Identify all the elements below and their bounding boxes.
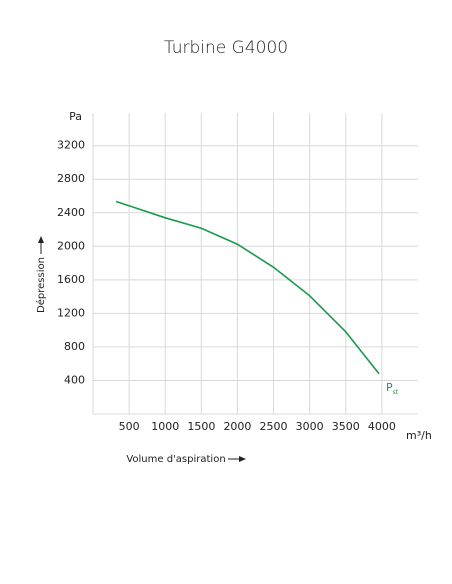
x-tick-label: 1500	[187, 420, 215, 433]
y-tick-label: 2400	[57, 206, 85, 219]
y-tick-label: 800	[64, 340, 85, 353]
y-tick-label: 3200	[57, 139, 85, 152]
y-tick-label: 2000	[57, 239, 85, 252]
y-tick-label: 2800	[57, 172, 85, 185]
x-tick-label: 2500	[260, 420, 288, 433]
chart-title: Turbine G4000	[164, 38, 288, 58]
series-line	[115, 200, 380, 375]
x-tick-label: 2000	[223, 420, 251, 433]
series-name-subscript: st	[393, 389, 399, 396]
series-name: P	[386, 381, 393, 394]
x-arrow	[228, 456, 246, 462]
legend-label: Pst	[386, 381, 399, 396]
x-unit: m³/h	[406, 429, 432, 442]
y-tick-label: 400	[64, 373, 85, 386]
y-tick-label: 1600	[57, 273, 85, 286]
x-tick-label: 3000	[296, 420, 324, 433]
x-tick-label: 3500	[332, 420, 360, 433]
y-tick-label: 1200	[57, 306, 85, 319]
x-tick-label: 1000	[151, 420, 179, 433]
x-axis-label: Volume d'aspiration	[126, 454, 225, 465]
y-arrow	[38, 236, 44, 254]
x-tick-label: 4000	[368, 420, 396, 433]
y-unit: Pa	[69, 110, 82, 123]
x-tick-label: 500	[119, 420, 140, 433]
y-axis-label: Dépression	[35, 257, 47, 313]
